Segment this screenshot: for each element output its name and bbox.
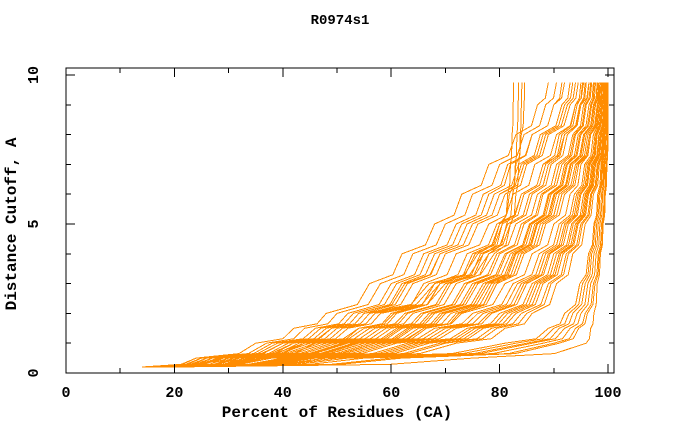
model-curve (166, 82, 609, 368)
x-tick-label: 60 (382, 385, 400, 402)
model-curve (152, 82, 593, 368)
x-tick-label: 40 (274, 385, 292, 402)
model-curve (147, 82, 549, 368)
x-tick-label: 20 (165, 385, 183, 402)
model-curve (147, 82, 587, 368)
y-tick-label: 5 (26, 219, 43, 228)
model-curve (168, 82, 602, 368)
model-curve (152, 82, 557, 368)
tick-labels: 0 20 40 60 80 100 0 5 10 (26, 66, 622, 402)
model-curve (147, 82, 586, 368)
model-curve (155, 82, 606, 368)
model-curve (163, 82, 599, 368)
model-curve (155, 82, 594, 368)
y-axis-title: Distance Cutoff, A (3, 137, 21, 310)
model-curve (174, 82, 579, 368)
model-curve (160, 82, 598, 368)
model-curve (149, 82, 602, 368)
model-curve (158, 82, 576, 368)
model-curve (152, 82, 592, 368)
model-curve (149, 82, 604, 368)
model-curve (149, 82, 590, 368)
chart-title: R0974s1 (311, 13, 370, 29)
model-curve (174, 82, 604, 368)
model-curve (147, 82, 600, 368)
x-axis-title: Percent of Residues (CA) (222, 404, 452, 422)
x-tick-label: 80 (491, 385, 509, 402)
model-curve (163, 82, 607, 368)
model-curve (152, 82, 563, 368)
x-tick-label: 100 (594, 385, 621, 402)
axes-frame (65, 67, 615, 374)
model-curve (168, 82, 609, 368)
y-tick-label: 10 (26, 66, 43, 84)
model-curve (144, 82, 582, 368)
model-curve (174, 82, 609, 368)
model-curve (160, 82, 607, 368)
model-curve (152, 82, 608, 368)
model-curve (168, 82, 609, 368)
x-tick-label: 0 (61, 385, 70, 402)
y-tick-label: 0 (26, 368, 43, 377)
model-curve (158, 82, 595, 368)
model-curve (141, 82, 583, 368)
model-curves (141, 82, 609, 368)
model-curve (158, 82, 607, 368)
model-curve (152, 82, 605, 368)
